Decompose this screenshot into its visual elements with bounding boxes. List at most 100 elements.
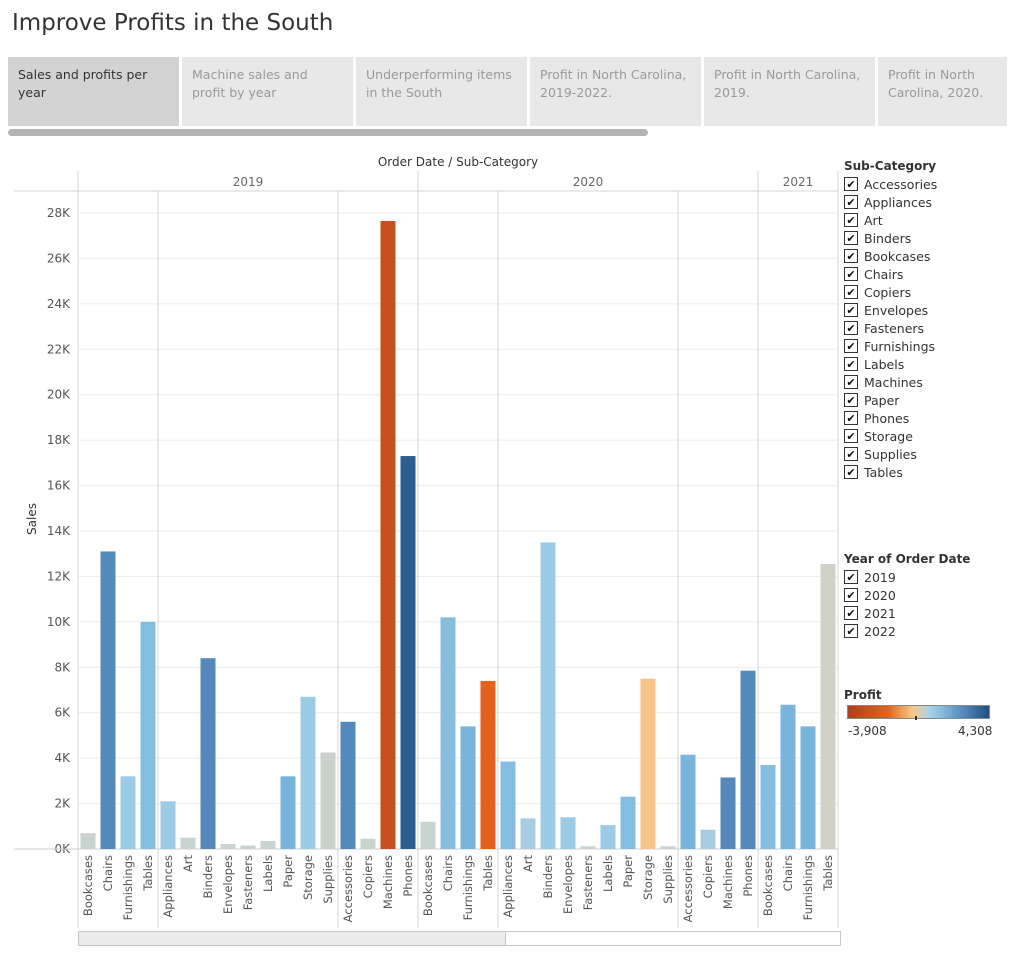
year-option[interactable]: ✔ 2019	[844, 568, 896, 586]
tab-sales-and-profits-per-year[interactable]: Sales and profits per year	[8, 57, 179, 126]
bar-chairs	[100, 551, 116, 849]
bar-paper	[620, 796, 636, 849]
checkbox-icon[interactable]: ✔	[844, 321, 858, 335]
subcategory-label: Labels	[864, 356, 905, 372]
checkbox-icon[interactable]: ✔	[844, 267, 858, 281]
subcategory-option[interactable]: ✔ Accessories	[844, 175, 937, 193]
x-tick-label: Machines	[721, 855, 735, 909]
year-header-label: 2020	[573, 175, 604, 189]
sales-bar-chart: 0K2K4K6K8K10K12K14K16K18K20K22K24K26K28K…	[14, 155, 839, 928]
bar-art	[520, 818, 536, 849]
year-option[interactable]: ✔ 2021	[844, 604, 896, 622]
year-label: 2020	[864, 587, 896, 603]
subcategory-option[interactable]: ✔ Copiers	[844, 283, 911, 301]
tab-machine-sales-and-profit[interactable]: Machine sales and profit by year	[182, 57, 353, 126]
subcategory-option[interactable]: ✔ Supplies	[844, 445, 917, 463]
subcategory-option[interactable]: ✔ Storage	[844, 427, 913, 445]
x-tick-label: Bookcases	[761, 855, 775, 916]
checkbox-icon[interactable]: ✔	[844, 231, 858, 245]
year-filter-title: Year of Order Date	[844, 552, 971, 566]
x-tick-label: Envelopes	[221, 855, 235, 914]
checkbox-icon[interactable]: ✔	[844, 357, 858, 371]
subcategory-option[interactable]: ✔ Art	[844, 211, 883, 229]
y-tick-label: 4K	[54, 751, 71, 765]
checkbox-icon[interactable]: ✔	[844, 588, 858, 602]
subcategory-option[interactable]: ✔ Furnishings	[844, 337, 935, 355]
subcategory-option[interactable]: ✔ Binders	[844, 229, 911, 247]
year-label: 2021	[864, 605, 896, 621]
subcategory-option[interactable]: ✔ Bookcases	[844, 247, 930, 265]
checkbox-icon[interactable]: ✔	[844, 195, 858, 209]
y-axis-label: Sales	[25, 503, 39, 535]
year-header-label: 2021	[783, 175, 814, 189]
checkbox-icon[interactable]: ✔	[844, 393, 858, 407]
bar-labels	[260, 841, 276, 849]
profit-zero-tick	[915, 716, 917, 720]
subcategory-label: Chairs	[864, 266, 904, 282]
checkbox-icon[interactable]: ✔	[844, 285, 858, 299]
year-option[interactable]: ✔ 2022	[844, 622, 896, 640]
x-tick-label: Binders	[541, 855, 555, 898]
checkbox-icon[interactable]: ✔	[844, 606, 858, 620]
checkbox-icon[interactable]: ✔	[844, 339, 858, 353]
subcategory-label: Storage	[864, 428, 913, 444]
subcategory-option[interactable]: ✔ Appliances	[844, 193, 932, 211]
x-tick-label: Binders	[201, 855, 215, 898]
subcategory-option[interactable]: ✔ Tables	[844, 463, 903, 481]
checkbox-icon[interactable]: ✔	[844, 249, 858, 263]
bar-tables	[820, 563, 836, 849]
x-tick-label: Labels	[601, 855, 615, 892]
bar-furnishings	[120, 776, 136, 849]
subcategory-label: Furnishings	[864, 338, 936, 354]
tab-profit-nc-2019-2022[interactable]: Profit in North Carolina, 2019-2022.	[530, 57, 701, 126]
subcategory-option[interactable]: ✔ Envelopes	[844, 301, 928, 319]
y-tick-label: 26K	[47, 251, 71, 265]
checkbox-icon[interactable]: ✔	[844, 411, 858, 425]
tab-profit-nc-2020[interactable]: Profit in North Carolina, 2020.	[878, 57, 1007, 126]
horizontal-scrollbar-track[interactable]	[506, 931, 841, 946]
tab-profit-nc-2019[interactable]: Profit in North Carolina, 2019.	[704, 57, 875, 126]
checkbox-icon[interactable]: ✔	[844, 213, 858, 227]
year-option[interactable]: ✔ 2020	[844, 586, 896, 604]
bar-fasteners	[240, 845, 256, 849]
dashboard-title: Improve Profits in the South	[12, 10, 334, 36]
x-tick-label: Fasteners	[581, 855, 595, 910]
checkbox-icon[interactable]: ✔	[844, 447, 858, 461]
subcategory-option[interactable]: ✔ Chairs	[844, 265, 903, 283]
subcategory-option[interactable]: ✔ Labels	[844, 355, 904, 373]
checkbox-icon[interactable]: ✔	[844, 465, 858, 479]
bar-binders	[540, 542, 556, 849]
checkbox-icon[interactable]: ✔	[844, 429, 858, 443]
subcategory-label: Bookcases	[864, 248, 931, 264]
x-tick-label: Chairs	[441, 855, 455, 891]
subcategory-label: Copiers	[864, 284, 912, 300]
bar-storage	[300, 696, 316, 849]
horizontal-scrollbar-thumb[interactable]	[78, 931, 506, 946]
bar-accessories	[680, 754, 696, 849]
x-tick-label: Copiers	[701, 855, 715, 898]
year-label: 2022	[864, 623, 896, 639]
bar-appliances	[500, 761, 516, 849]
x-tick-label: Accessories	[681, 855, 695, 922]
tab-scrollbar[interactable]	[8, 129, 648, 136]
checkbox-icon[interactable]: ✔	[844, 177, 858, 191]
checkbox-icon[interactable]: ✔	[844, 375, 858, 389]
subcategory-label: Paper	[864, 392, 900, 408]
subcategory-option[interactable]: ✔ Fasteners	[844, 319, 924, 337]
bar-furnishings	[460, 726, 476, 849]
subcategory-option[interactable]: ✔ Phones	[844, 409, 909, 427]
bar-storage	[640, 678, 656, 849]
checkbox-icon[interactable]: ✔	[844, 624, 858, 638]
checkbox-icon[interactable]: ✔	[844, 303, 858, 317]
x-tick-label: Paper	[281, 855, 295, 888]
subcategory-option[interactable]: ✔ Paper	[844, 391, 899, 409]
tab-underperforming-items[interactable]: Underperforming items in the South	[356, 57, 527, 126]
bar-machines	[720, 777, 736, 849]
subcategory-label: Art	[864, 212, 883, 228]
checkbox-icon[interactable]: ✔	[844, 570, 858, 584]
bar-supplies	[320, 752, 336, 849]
subcategory-option[interactable]: ✔ Machines	[844, 373, 923, 391]
x-tick-label: Storage	[641, 855, 655, 900]
subcategory-label: Machines	[864, 374, 923, 390]
bar-copiers	[360, 838, 376, 849]
